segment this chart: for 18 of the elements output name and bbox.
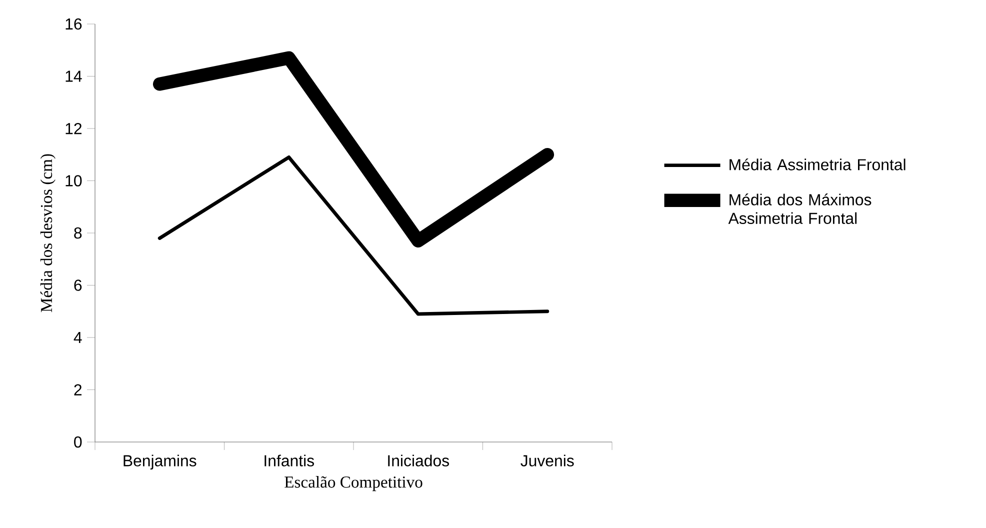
y-tick-label: 4 xyxy=(74,332,82,343)
x-tick-label: Benjamins xyxy=(124,454,196,470)
y-tick-label: 12 xyxy=(66,122,82,134)
x-tick-label: Juvenis xyxy=(520,454,574,466)
y-tick-label: 6 xyxy=(74,280,82,291)
y-tick-label: 10 xyxy=(66,175,82,186)
y-axis-title: Média dos desvios (cm) xyxy=(40,154,56,312)
y-tick-label: 14 xyxy=(66,70,82,82)
legend-label: Média dos Máximos Assimetria Frontal xyxy=(728,194,872,224)
y-tick-label: 2 xyxy=(74,384,82,396)
x-tick-label: Iniciados xyxy=(388,454,450,466)
line-series xyxy=(158,156,550,316)
y-tick-label: 8 xyxy=(74,227,82,239)
x-axis-title: Escalão Competitivo xyxy=(284,476,422,492)
y-tick-label: 16 xyxy=(66,18,82,30)
y-tick-label: 0 xyxy=(74,436,82,448)
x-tick-label: Infantis xyxy=(264,454,314,466)
legend-label: Média Assimetria Frontal xyxy=(730,158,906,170)
